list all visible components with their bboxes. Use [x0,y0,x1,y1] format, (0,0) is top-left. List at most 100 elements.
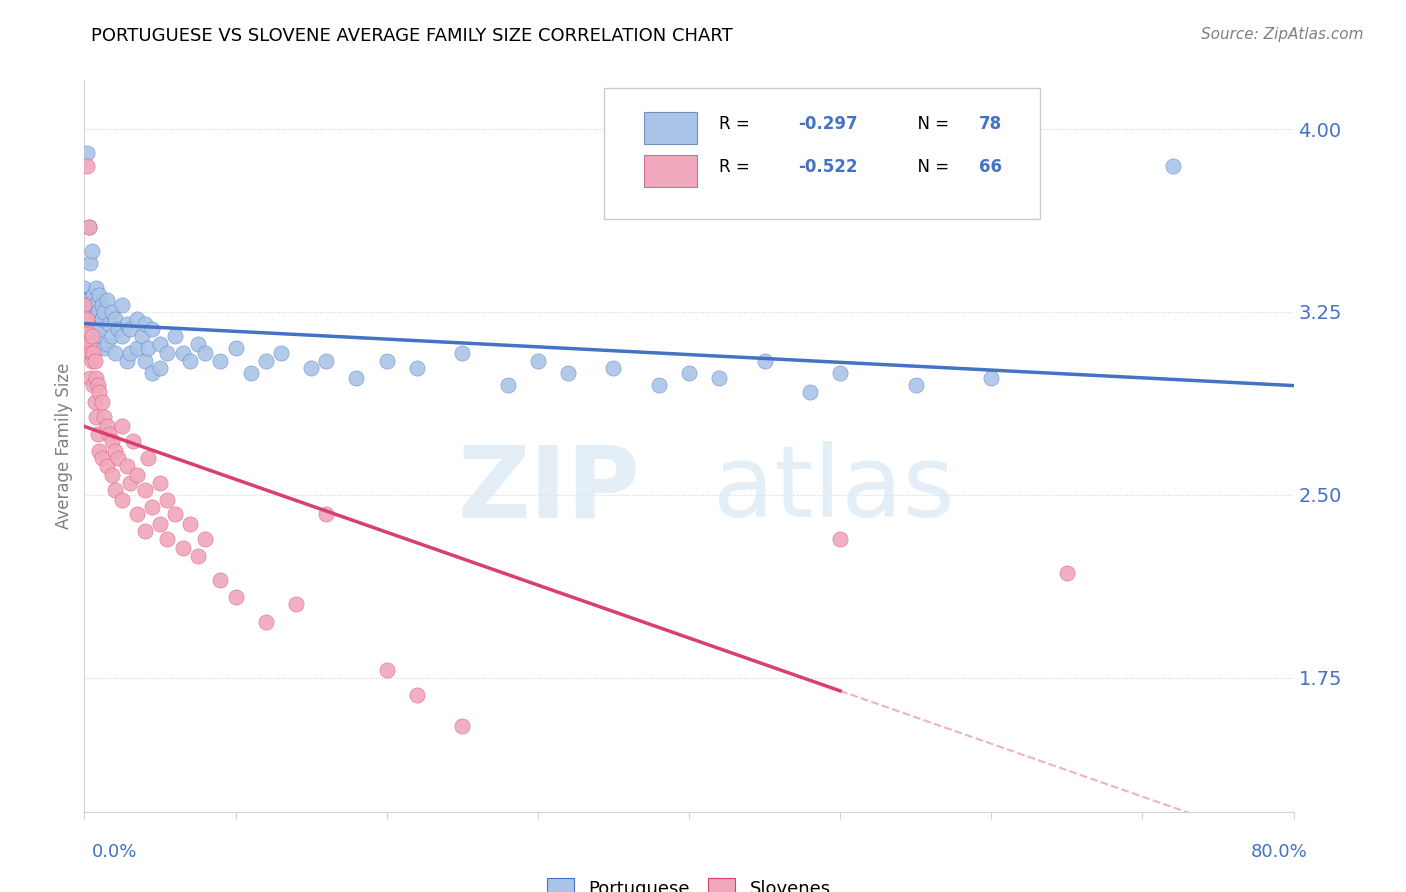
Point [830,532,852,546]
Point [93,342,115,356]
Y-axis label: Average Family Size: Average Family Size [55,363,73,529]
Point [93,409,115,424]
Point [315,353,337,368]
Point [156,492,179,507]
Point [602,361,624,376]
Text: R =: R = [720,159,755,177]
Point [91,312,114,326]
Point [93,305,115,319]
Point [77,219,100,234]
Text: Source: ZipAtlas.com: Source: ZipAtlas.com [1201,27,1364,42]
Point [163,508,186,522]
Text: PORTUGUESE VS SLOVENE AVERAGE FAMILY SIZE CORRELATION CHART: PORTUGUESE VS SLOVENE AVERAGE FAMILY SIZ… [91,27,733,45]
Point [91,297,114,311]
Point [678,366,700,380]
Text: atlas: atlas [713,442,955,539]
Point [194,346,217,360]
Point [149,475,172,490]
Point [904,378,927,392]
Text: 0.0%: 0.0% [91,843,136,861]
Point [709,370,731,384]
Point [647,378,671,392]
Text: ZIP: ZIP [458,442,641,539]
Point [73,312,96,326]
Point [82,346,104,360]
Point [96,293,118,307]
Text: 80.0%: 80.0% [1251,843,1308,861]
Point [375,663,398,677]
Point [187,336,209,351]
Text: 66: 66 [979,159,1002,177]
Point [91,451,114,466]
Point [111,419,134,434]
Point [239,366,262,380]
Point [82,378,104,392]
Point [209,353,232,368]
Point [100,468,122,483]
Point [141,322,163,336]
Point [97,317,120,331]
Point [87,378,110,392]
Text: N =: N = [907,115,953,133]
Text: -0.297: -0.297 [797,115,858,133]
Point [77,336,100,351]
Point [156,346,179,360]
Point [254,353,277,368]
Point [115,353,138,368]
Point [75,342,97,356]
Point [107,322,129,336]
Point [149,361,172,376]
Point [100,305,122,319]
Point [76,146,98,161]
Point [80,353,103,368]
Point [73,280,96,294]
Point [77,293,100,307]
Point [87,426,110,441]
Point [96,336,118,351]
Point [254,615,277,629]
Point [118,475,141,490]
Text: N =: N = [907,159,953,177]
Point [136,342,159,356]
Point [84,312,107,326]
Point [526,353,548,368]
Point [76,159,98,173]
Point [96,419,118,434]
Point [127,312,149,326]
Point [84,353,107,368]
Point [980,370,1002,384]
Point [194,532,217,546]
Point [179,353,201,368]
Point [118,322,141,336]
Point [89,385,111,400]
Point [76,293,98,307]
Point [80,297,103,311]
Point [84,297,107,311]
Point [1161,159,1184,173]
Point [451,346,474,360]
Point [127,508,149,522]
Text: 78: 78 [979,115,1002,133]
Point [75,322,97,336]
Point [134,524,156,539]
Point [134,317,156,331]
Point [86,370,108,384]
Point [89,322,111,336]
Point [86,409,108,424]
Point [75,293,97,307]
Point [73,297,96,311]
Point [270,346,292,360]
Point [82,322,104,336]
FancyBboxPatch shape [644,155,697,187]
Point [406,361,429,376]
FancyBboxPatch shape [605,87,1039,219]
Point [115,458,138,473]
Point [96,458,118,473]
Point [100,434,122,449]
Point [172,346,194,360]
Point [141,366,163,380]
Point [127,468,149,483]
Point [799,385,821,400]
Point [134,353,156,368]
Point [87,317,110,331]
